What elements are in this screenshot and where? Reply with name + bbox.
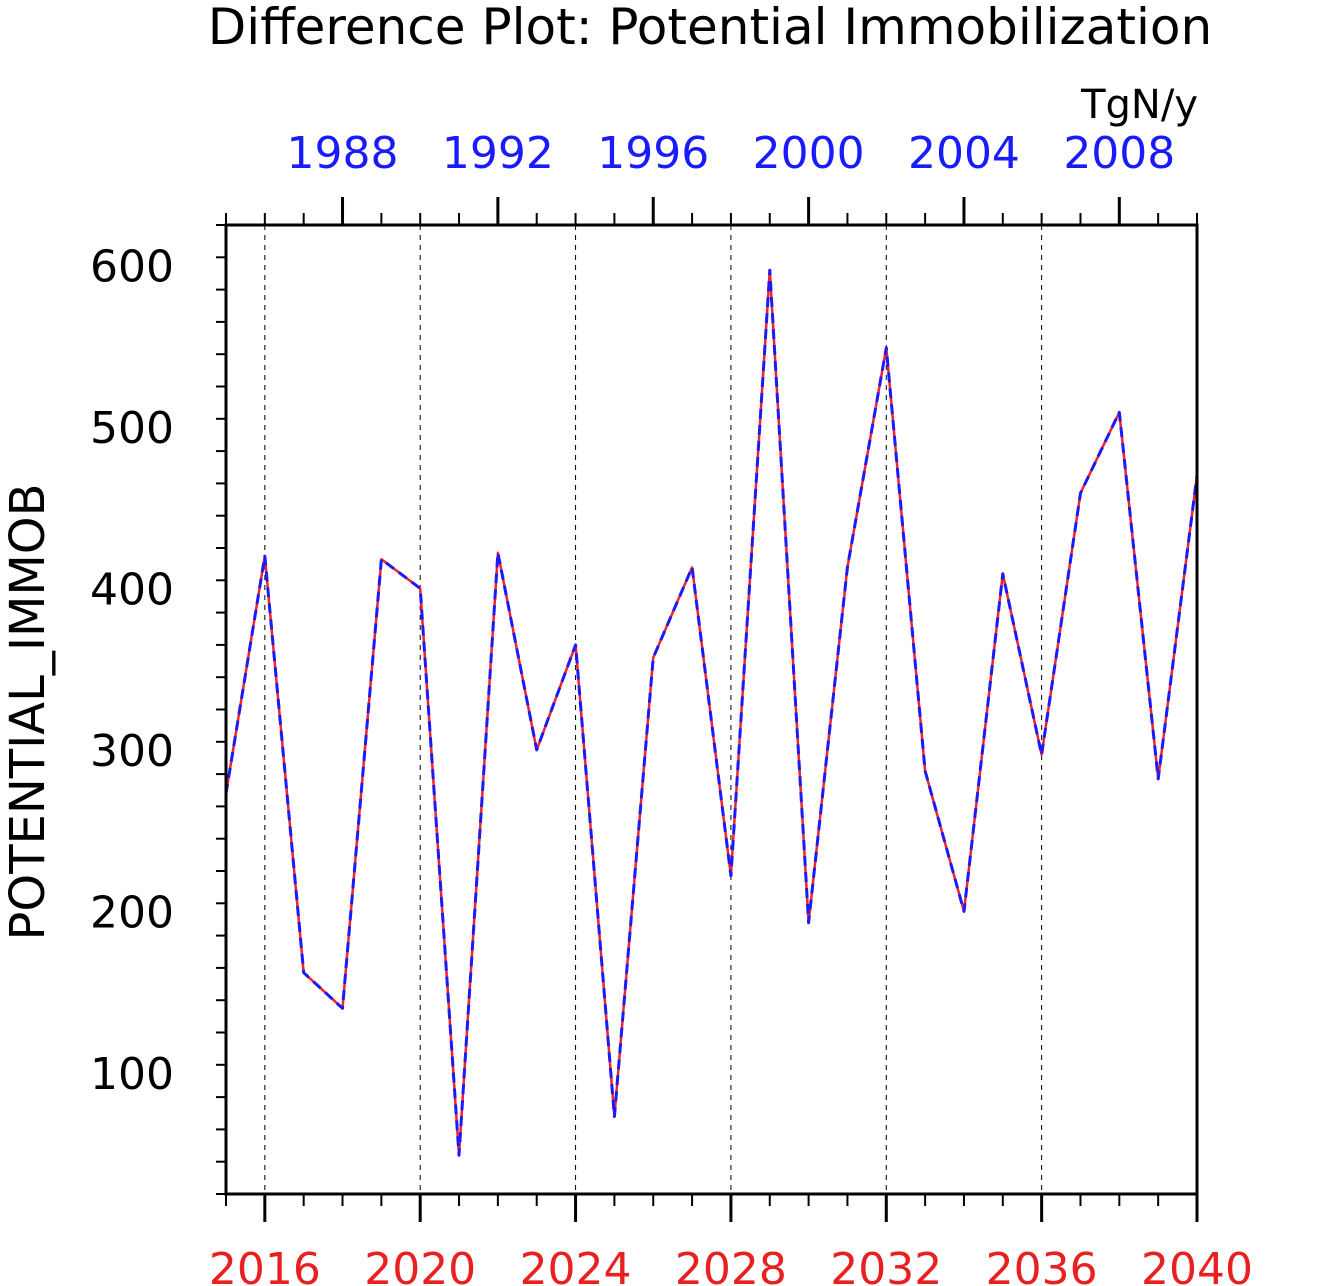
bottom-x-tick-labels: 2016 2020 2024 2028 2032 2036 2040	[209, 1244, 1253, 1286]
series-line-top-axis	[224, 268, 1199, 1157]
x-bottom-tick-label: 2016	[209, 1244, 321, 1286]
y-tick-label: 400	[90, 564, 174, 615]
y-tick-label: 600	[90, 241, 174, 292]
x-top-tick-label: 2004	[908, 128, 1020, 179]
grid-lines	[264, 225, 1198, 1194]
x-top-tick-label: 2008	[1063, 128, 1175, 179]
x-bottom-tick-label: 2024	[520, 1244, 632, 1286]
series-layer	[224, 268, 1199, 1157]
y-tick-label: 200	[90, 887, 174, 938]
top-x-tick-labels: 1988 1992 1996 2000 2004 2008	[287, 128, 1176, 179]
plot-frame	[224, 223, 1199, 1196]
y-tick-label: 300	[90, 726, 174, 777]
y-tick-labels: 100 200 300 400 500 600	[90, 241, 174, 1100]
x-bottom-tick-label: 2020	[364, 1244, 476, 1286]
x-bottom-tick-label: 2040	[1141, 1244, 1253, 1286]
x-top-tick-label: 2000	[753, 128, 865, 179]
x-bottom-tick-label: 2032	[830, 1244, 942, 1286]
x-bottom-tick-label: 2036	[986, 1244, 1098, 1286]
y-axis-label: POTENTIAL_IMMOB	[0, 483, 56, 940]
axis-ticks	[216, 197, 1199, 1222]
x-top-tick-label: 1988	[287, 128, 399, 179]
x-top-tick-label: 1996	[597, 128, 709, 179]
y-tick-label: 500	[90, 403, 174, 454]
x-bottom-tick-label: 2028	[675, 1244, 787, 1286]
y-tick-label: 100	[90, 1049, 174, 1100]
units-label: TgN/y	[1080, 82, 1198, 128]
x-top-tick-label: 1992	[442, 128, 554, 179]
chart-title: Difference Plot: Potential Immobilizatio…	[208, 0, 1212, 56]
